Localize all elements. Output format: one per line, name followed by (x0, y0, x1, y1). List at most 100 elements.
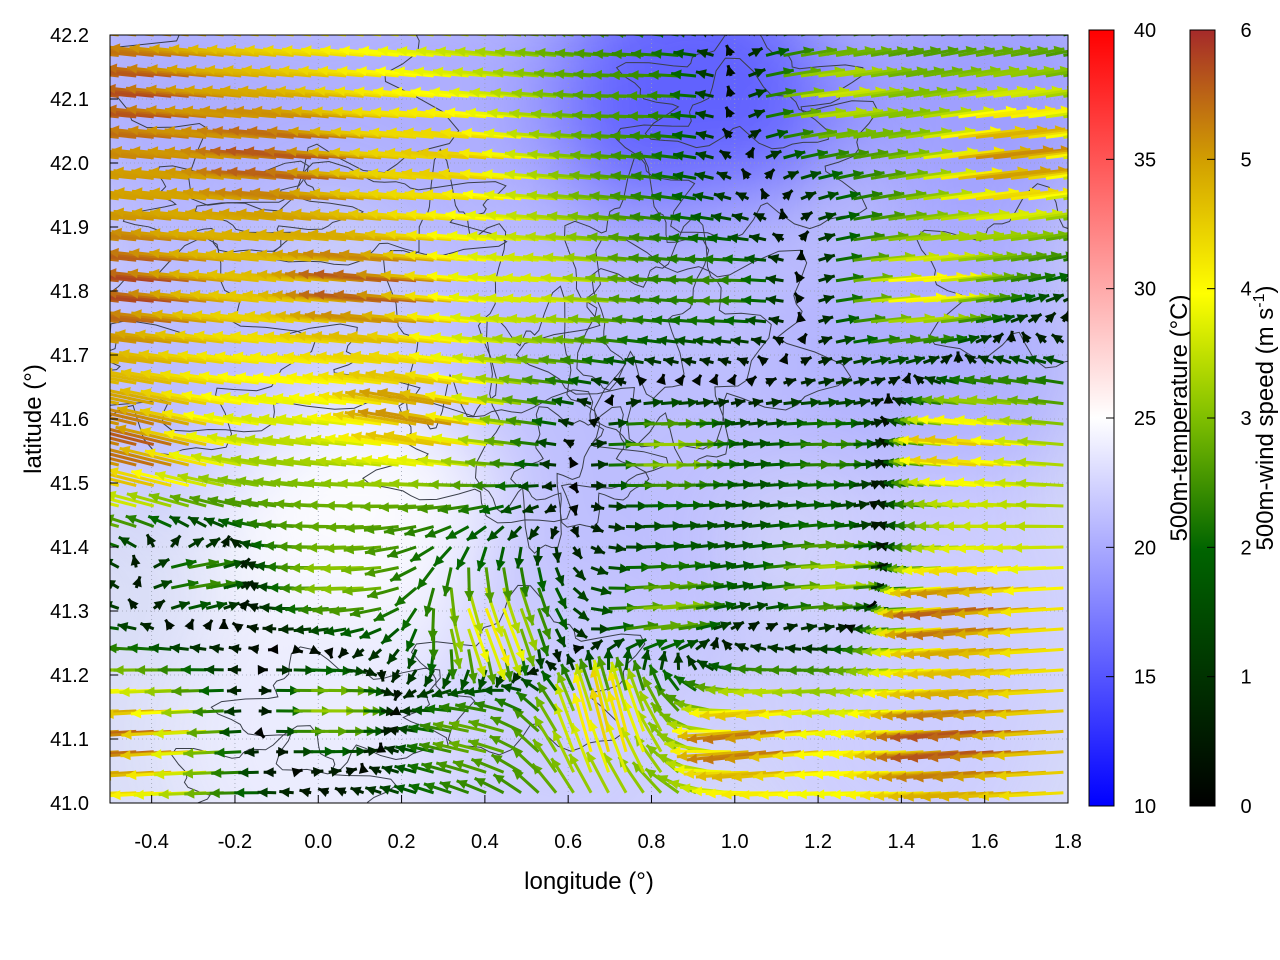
wind-vector-head (981, 586, 992, 597)
wind-vector-head (876, 752, 888, 763)
wind-vector (127, 643, 154, 654)
wind-vector-head (657, 733, 669, 743)
wind-vector-head (913, 711, 924, 722)
wind-vector-head (486, 673, 497, 685)
wind-vector (494, 697, 522, 713)
wind-vector (1007, 564, 1064, 575)
wind-vector (127, 597, 139, 610)
wind-vector-shaft (996, 709, 1064, 717)
wind-vector (110, 319, 119, 324)
wind-vector-shaft (110, 319, 119, 324)
wind-vector (551, 729, 575, 773)
wind-vector-head (725, 733, 736, 744)
wind-vector-head (857, 667, 868, 678)
wind-vector-shaft (110, 626, 119, 631)
wind-vector (110, 709, 119, 713)
wind-vector-head (251, 540, 262, 551)
wind-vector (677, 729, 749, 741)
wind-vector (554, 587, 568, 610)
wind-vector-head (892, 542, 903, 553)
wind-vector (533, 546, 543, 566)
wind-vector-head (281, 664, 293, 675)
wind-vector-head (454, 640, 465, 652)
wind-vector (893, 606, 977, 621)
wind-vector (783, 622, 798, 633)
wind-vector (464, 567, 475, 601)
wind-vector-shaft (996, 770, 1064, 778)
wind-vector (421, 761, 452, 774)
wind-vector (590, 639, 604, 651)
wind-vector-head (95, 404, 106, 414)
wind-vector (590, 605, 613, 616)
wind-vector-head (358, 763, 369, 774)
wind-vector-head (285, 604, 296, 615)
wind-vector (730, 620, 745, 632)
wind-vector-head (110, 348, 111, 355)
wind-vector-head (432, 720, 444, 731)
wind-vector-head (684, 679, 696, 690)
wind-vector (730, 560, 754, 571)
wind-vector-head (533, 555, 543, 566)
wind-vector-head (421, 761, 433, 772)
wind-vector-head (153, 728, 164, 739)
wind-vector (486, 525, 505, 542)
wind-vector-head (287, 726, 298, 737)
wind-vector-head (663, 670, 674, 682)
wind-vector (449, 587, 460, 627)
wind-vector (364, 545, 399, 556)
wind-vector-head (890, 649, 902, 660)
wind-vector-head (830, 789, 841, 800)
wind-vector-head (888, 791, 899, 802)
wind-vector-head (911, 543, 922, 554)
wind-vector (324, 543, 364, 554)
wind-vector-head (645, 768, 657, 779)
wind-vector-head (958, 791, 969, 802)
wind-vector-shaft (110, 257, 119, 262)
wind-vector-head (133, 789, 144, 800)
wind-vector-head (844, 729, 855, 740)
wind-vector-head (479, 650, 490, 662)
wind-vector-head (615, 543, 627, 554)
wind-vector (341, 564, 382, 575)
wind-vector-head (709, 637, 720, 649)
wind-vector-head (656, 753, 668, 764)
wind-vector-head (881, 772, 893, 782)
wind-vector-head (184, 619, 194, 631)
wind-vector-head (686, 640, 698, 650)
terrain-contour (383, 148, 507, 430)
wind-vector-head (725, 560, 737, 571)
wind-vector-head (304, 583, 315, 594)
wind-vector (47, 770, 119, 781)
wind-vector-head (882, 609, 894, 620)
wind-vector (482, 685, 504, 696)
wind-vector-head (1074, 273, 1085, 283)
wind-vector-head (670, 746, 681, 757)
wind-vector (110, 542, 120, 549)
wind-vector-head (60, 207, 70, 217)
wind-vector-head (110, 601, 113, 610)
wind-vector (537, 628, 550, 657)
wind-vector-head (77, 207, 87, 217)
wind-vector-head (209, 643, 220, 654)
wind-vector-head (140, 622, 152, 632)
wind-vector-head (79, 771, 89, 781)
wind-vector-head (92, 422, 103, 432)
wind-vector-head (569, 526, 579, 538)
wind-vector-head (946, 566, 958, 577)
wind-vector-head (363, 524, 375, 535)
wind-vector (217, 517, 242, 528)
wind-vector (449, 628, 463, 669)
wind-vector-head (110, 790, 121, 801)
wind-vector-head (655, 685, 666, 697)
wind-vector-head (468, 719, 480, 729)
wind-vector-head (724, 753, 736, 764)
wind-vector-shaft (999, 647, 1064, 656)
wind-vector-shaft (900, 586, 977, 597)
wind-vector (110, 626, 119, 631)
wind-vector-head (203, 517, 216, 527)
wind-vector-head (495, 559, 506, 571)
wind-vector-head (735, 664, 746, 675)
wind-vector-head (890, 732, 901, 743)
wind-vector-head (423, 605, 434, 617)
wind-vector-head (47, 771, 57, 781)
